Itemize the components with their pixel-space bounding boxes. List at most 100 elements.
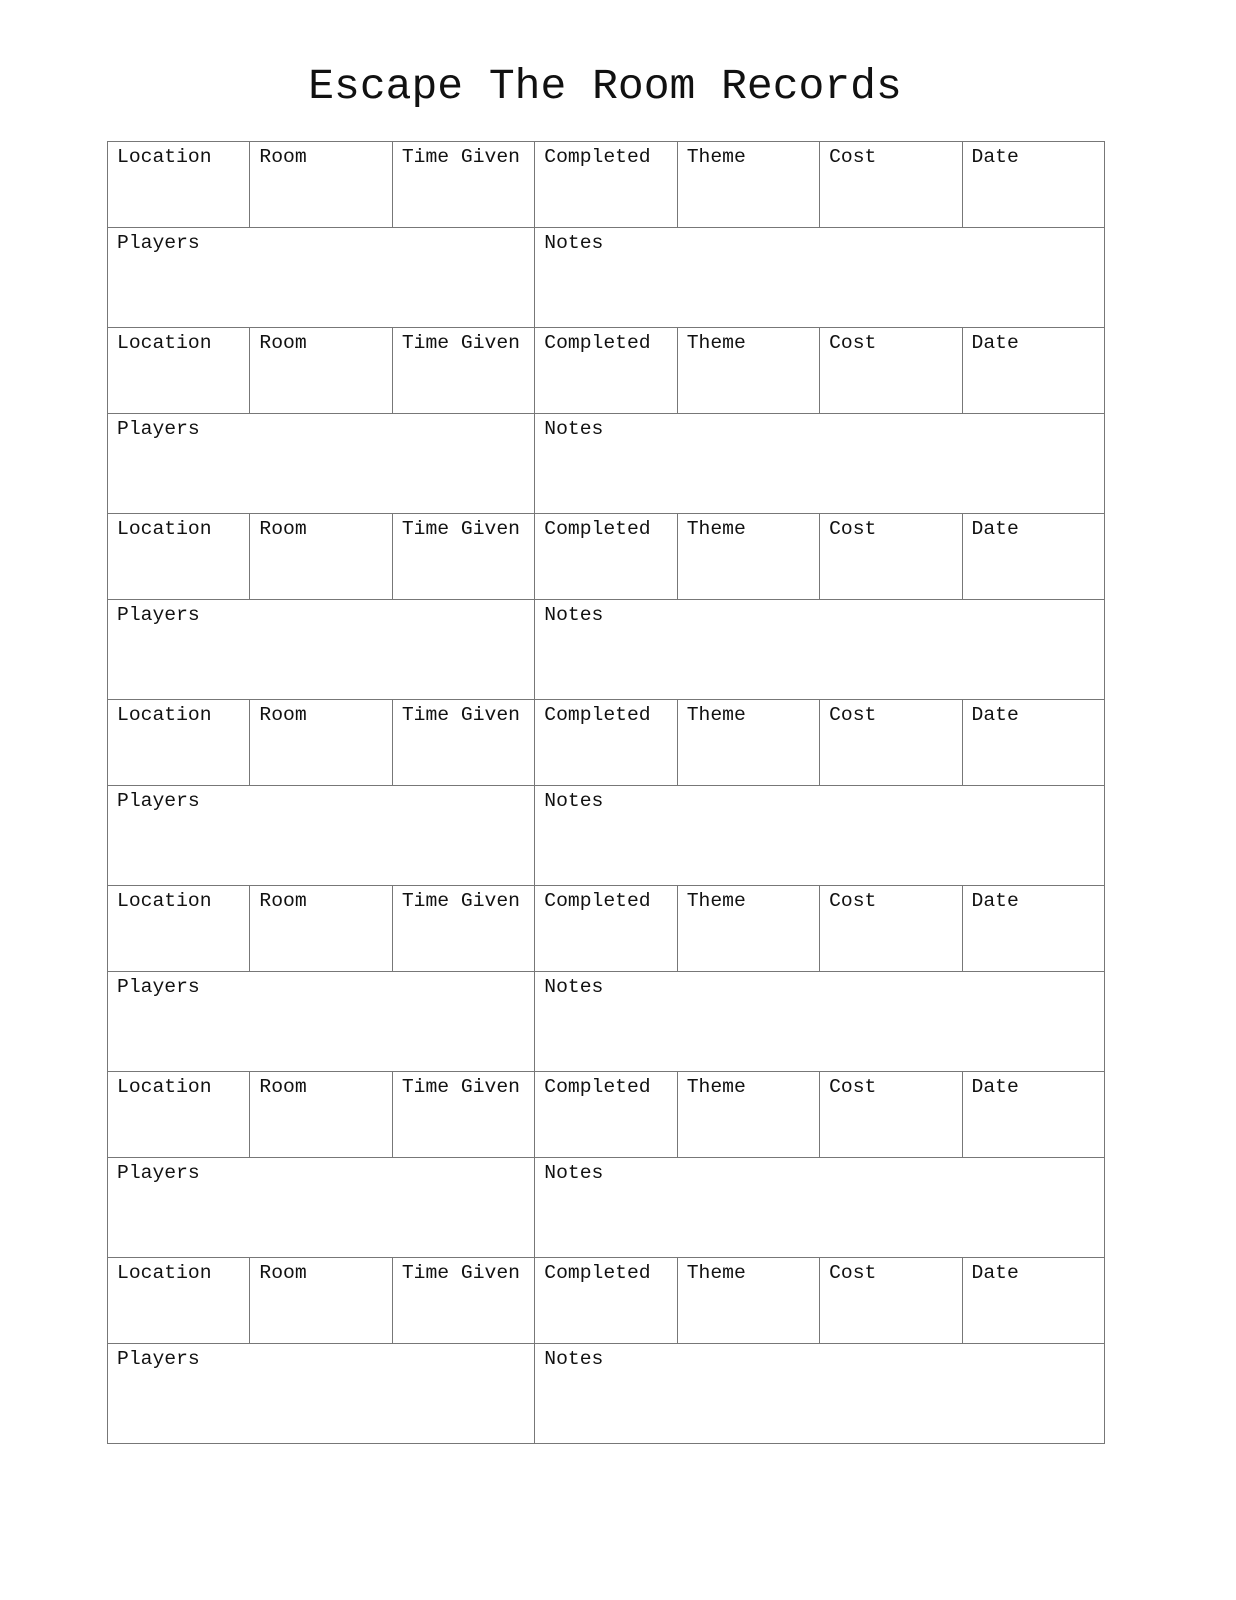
cost-field[interactable]: Cost — [820, 142, 963, 228]
notes-field[interactable]: Notes — [535, 972, 1105, 1072]
time-given-label: Time Given — [401, 518, 520, 540]
record-fields-row: Location Room Time Given Completed Theme Cost… — [108, 142, 1105, 228]
room-label: Room — [259, 146, 307, 168]
players-field[interactable]: Players — [108, 786, 536, 886]
record-fields-row: Location Room Time Given Completed Theme Cost… — [108, 700, 1105, 786]
record-block: Location Room Time Given Completed Theme Cost… — [108, 514, 1105, 700]
players-field[interactable]: Players — [108, 414, 536, 514]
date-field[interactable]: Date — [962, 700, 1105, 786]
date-label: Date — [971, 890, 1019, 912]
theme-label: Theme — [686, 704, 746, 726]
location-field[interactable]: Location — [108, 328, 251, 414]
date-label: Date — [971, 1076, 1019, 1098]
date-field[interactable]: Date — [962, 514, 1105, 600]
record-block: Location Room Time Given Completed Theme Cost… — [108, 700, 1105, 886]
notes-label: Notes — [544, 1162, 604, 1184]
notes-field[interactable]: Notes — [535, 600, 1105, 700]
cost-field[interactable]: Cost — [820, 1258, 963, 1344]
record-block: Location Room Time Given Completed Theme Cost… — [108, 1072, 1105, 1258]
notes-field[interactable]: Notes — [535, 228, 1105, 328]
room-field[interactable]: Room — [250, 328, 393, 414]
room-field[interactable]: Room — [250, 700, 393, 786]
record-details-row: Players Notes — [108, 414, 1105, 514]
cost-field[interactable]: Cost — [820, 700, 963, 786]
players-field[interactable]: Players — [108, 1158, 536, 1258]
location-field[interactable]: Location — [108, 1258, 251, 1344]
location-field[interactable]: Location — [108, 886, 251, 972]
notes-label: Notes — [544, 790, 604, 812]
time-given-field[interactable]: Time Given — [392, 142, 536, 228]
time-given-field[interactable]: Time Given — [392, 700, 536, 786]
cost-field[interactable]: Cost — [820, 514, 963, 600]
theme-field[interactable]: Theme — [677, 142, 821, 228]
players-field[interactable]: Players — [108, 600, 536, 700]
notes-field[interactable]: Notes — [535, 786, 1105, 886]
notes-label: Notes — [544, 1348, 604, 1370]
room-field[interactable]: Room — [250, 886, 393, 972]
location-field[interactable]: Location — [108, 1072, 251, 1158]
completed-field[interactable]: Completed — [535, 328, 678, 414]
theme-label: Theme — [686, 1262, 746, 1284]
time-given-field[interactable]: Time Given — [392, 886, 536, 972]
players-label: Players — [117, 1348, 200, 1370]
completed-field[interactable]: Completed — [535, 700, 678, 786]
theme-field[interactable]: Theme — [677, 514, 821, 600]
time-given-field[interactable]: Time Given — [392, 514, 536, 600]
cost-field[interactable]: Cost — [820, 886, 963, 972]
location-label: Location — [117, 704, 212, 726]
record-block: Location Room Time Given Completed Theme Cost… — [108, 1258, 1105, 1444]
time-given-field[interactable]: Time Given — [392, 1072, 536, 1158]
cost-field[interactable]: Cost — [820, 328, 963, 414]
completed-field[interactable]: Completed — [535, 886, 678, 972]
theme-field[interactable]: Theme — [677, 328, 821, 414]
location-field[interactable]: Location — [108, 514, 251, 600]
notes-field[interactable]: Notes — [535, 1344, 1105, 1444]
notes-label: Notes — [544, 976, 604, 998]
location-field[interactable]: Location — [108, 700, 251, 786]
record-details-row: Players Notes — [108, 972, 1105, 1072]
date-field[interactable]: Date — [962, 1072, 1105, 1158]
date-field[interactable]: Date — [962, 142, 1105, 228]
players-field[interactable]: Players — [108, 972, 536, 1072]
room-field[interactable]: Room — [250, 1072, 393, 1158]
date-label: Date — [971, 146, 1019, 168]
time-given-field[interactable]: Time Given — [392, 1258, 536, 1344]
room-label: Room — [259, 1076, 307, 1098]
completed-field[interactable]: Completed — [535, 1072, 678, 1158]
completed-label: Completed — [544, 146, 651, 168]
room-label: Room — [259, 1262, 307, 1284]
notes-label: Notes — [544, 418, 604, 440]
record-block: Location Room Time Given Completed Theme Cost… — [108, 142, 1105, 328]
date-field[interactable]: Date — [962, 1258, 1105, 1344]
notes-field[interactable]: Notes — [535, 1158, 1105, 1258]
location-label: Location — [117, 890, 212, 912]
cost-label: Cost — [829, 890, 877, 912]
time-given-label: Time Given — [401, 890, 520, 912]
date-label: Date — [971, 332, 1019, 354]
room-field[interactable]: Room — [250, 1258, 393, 1344]
location-label: Location — [117, 146, 212, 168]
time-given-field[interactable]: Time Given — [392, 328, 536, 414]
players-label: Players — [117, 232, 200, 254]
date-field[interactable]: Date — [962, 886, 1105, 972]
cost-field[interactable]: Cost — [820, 1072, 963, 1158]
record-fields-row: Location Room Time Given Completed Theme Cost… — [108, 1258, 1105, 1344]
cost-label: Cost — [829, 1262, 877, 1284]
theme-field[interactable]: Theme — [677, 886, 821, 972]
room-field[interactable]: Room — [250, 142, 393, 228]
location-field[interactable]: Location — [108, 142, 251, 228]
notes-field[interactable]: Notes — [535, 414, 1105, 514]
completed-field[interactable]: Completed — [535, 514, 678, 600]
notes-label: Notes — [544, 604, 604, 626]
date-field[interactable]: Date — [962, 328, 1105, 414]
players-field[interactable]: Players — [108, 228, 536, 328]
room-field[interactable]: Room — [250, 514, 393, 600]
completed-label: Completed — [544, 518, 651, 540]
completed-field[interactable]: Completed — [535, 142, 678, 228]
theme-field[interactable]: Theme — [677, 1258, 821, 1344]
completed-field[interactable]: Completed — [535, 1258, 678, 1344]
theme-field[interactable]: Theme — [677, 1072, 821, 1158]
record-block: Location Room Time Given Completed Theme Cost… — [108, 328, 1105, 514]
theme-field[interactable]: Theme — [677, 700, 821, 786]
players-field[interactable]: Players — [108, 1344, 536, 1444]
